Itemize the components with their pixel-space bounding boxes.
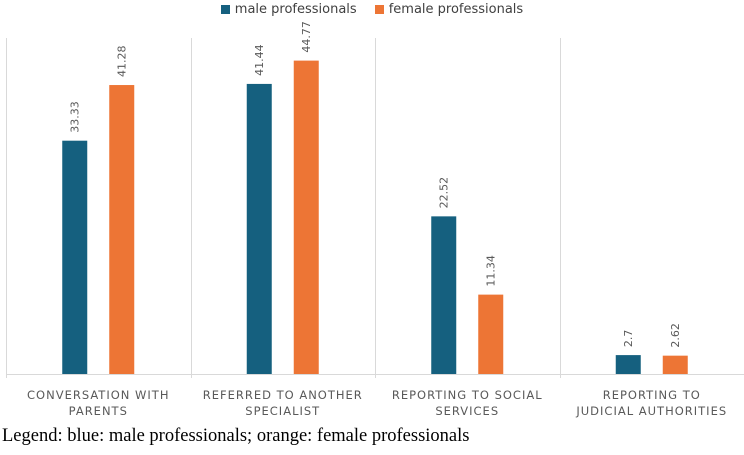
legend-label-male: male professionals <box>234 1 357 17</box>
bar-female <box>478 294 504 374</box>
category-label: JUDICIAL AUTHORITIES <box>575 404 727 418</box>
legend-item-male: male professionals <box>220 0 357 18</box>
category-label: REPORTING TO SOCIAL <box>392 388 543 402</box>
legend: male professionals female professionals <box>0 0 744 18</box>
bar-male <box>246 83 272 375</box>
category-label: REFERRED TO ANOTHER <box>203 388 363 402</box>
bar-female <box>662 355 688 374</box>
legend-item-female: female professionals <box>374 0 524 18</box>
category-label: PARENTS <box>69 404 128 418</box>
category-label: SERVICES <box>435 404 499 418</box>
bar-male <box>62 140 88 374</box>
category-label: REPORTING TO <box>603 388 701 402</box>
data-label: 22.52 <box>438 177 451 209</box>
data-label: 41.28 <box>116 46 129 78</box>
data-label: 11.34 <box>485 255 498 287</box>
bar-female <box>293 60 319 375</box>
category-label: SPECIALIST <box>245 404 320 418</box>
data-label: 44.77 <box>300 21 313 53</box>
legend-swatch-female <box>374 4 384 14</box>
bar-male <box>615 355 641 374</box>
data-label: 2.7 <box>622 330 635 348</box>
data-label: 41.44 <box>253 44 266 76</box>
bar-male <box>431 216 457 374</box>
data-label: 33.33 <box>69 101 82 133</box>
bar-female <box>109 85 135 374</box>
legend-label-female: female professionals <box>388 1 524 17</box>
data-label: 2.62 <box>669 323 682 348</box>
legend-swatch-male <box>220 4 230 14</box>
figure-caption: Legend: blue: male professionals; orange… <box>2 426 470 446</box>
category-label: CONVERSATION WITH <box>27 388 169 402</box>
